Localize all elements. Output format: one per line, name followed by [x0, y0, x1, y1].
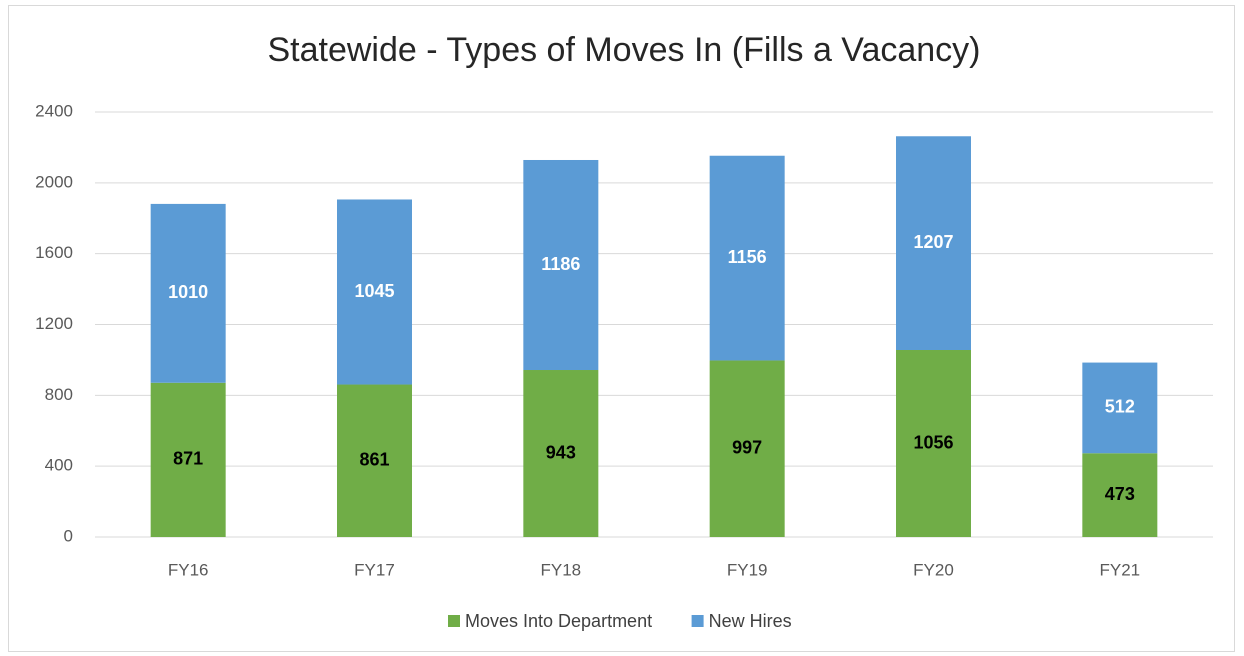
y-tick-label: 2000: [35, 172, 73, 191]
data-label: 861: [359, 450, 389, 470]
bar-segment: [896, 350, 971, 537]
bar-segment: [709, 155, 785, 361]
legend-label: New Hires: [709, 611, 792, 631]
data-label: 943: [546, 442, 576, 462]
data-label: 1207: [913, 232, 953, 252]
y-tick-label: 1600: [35, 243, 73, 262]
data-label: 1010: [168, 282, 208, 302]
data-label: 871: [173, 449, 203, 469]
y-tick-label: 2400: [35, 101, 73, 120]
y-tick-label: 800: [45, 385, 73, 404]
bar-segment: [896, 136, 971, 350]
y-tick-label: 0: [64, 526, 73, 545]
bar-segment: [150, 382, 226, 537]
x-tick-label: FY21: [1100, 560, 1141, 579]
data-label: 473: [1105, 484, 1135, 504]
data-label: 1156: [728, 247, 767, 267]
data-label: 1056: [913, 432, 953, 452]
x-tick-label: FY19: [727, 560, 768, 579]
x-tick-label: FY20: [913, 560, 954, 579]
chart-title: Statewide - Types of Moves In (Fills a V…: [267, 31, 980, 69]
legend-swatch: [448, 615, 460, 627]
x-tick-label: FY18: [541, 560, 582, 579]
bar-segment: [523, 370, 599, 537]
data-label: 1186: [541, 254, 580, 274]
data-label: 1045: [354, 281, 394, 301]
bar-segment: [337, 199, 412, 385]
data-label: 997: [732, 437, 762, 457]
legend-label: Moves Into Department: [465, 611, 652, 631]
bar-segment: [337, 384, 412, 537]
y-tick-label: 1200: [35, 314, 73, 333]
y-tick-label: 400: [45, 456, 73, 475]
bar-segment: [150, 203, 226, 383]
x-tick-label: FY17: [354, 560, 395, 579]
data-label: 512: [1105, 397, 1135, 417]
bar-segment: [709, 360, 785, 537]
bar-segment: [1082, 453, 1158, 537]
x-tick-label: FY16: [168, 560, 209, 579]
legend-swatch: [691, 615, 704, 627]
bar-segment: [1082, 362, 1158, 454]
bar-segment: [523, 159, 599, 371]
